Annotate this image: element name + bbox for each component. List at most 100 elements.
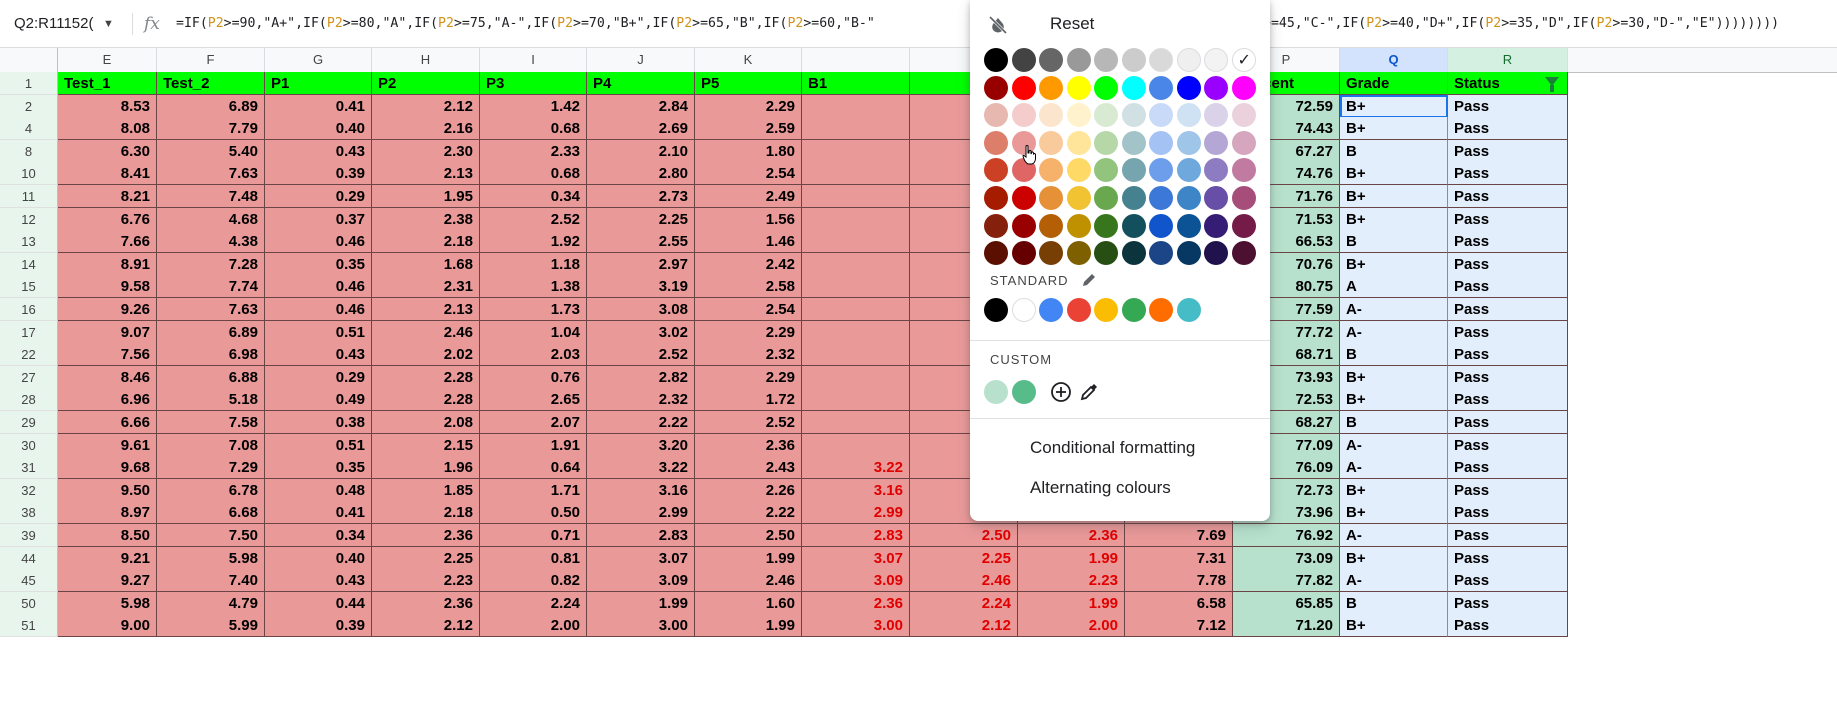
color-swatch[interactable] bbox=[1176, 75, 1201, 100]
table-cell[interactable]: 0.41 bbox=[265, 94, 372, 118]
table-cell[interactable]: 7.29 bbox=[157, 456, 265, 480]
table-cell[interactable] bbox=[802, 320, 910, 344]
table-cell[interactable]: Pass bbox=[1448, 252, 1568, 276]
table-cell[interactable] bbox=[802, 411, 910, 434]
table-cell[interactable] bbox=[802, 139, 910, 163]
table-cell[interactable]: 7.56 bbox=[58, 343, 157, 367]
table-cell[interactable]: 2.28 bbox=[372, 388, 480, 412]
color-swatch[interactable] bbox=[1066, 186, 1091, 210]
header-cell[interactable]: P3 bbox=[480, 72, 587, 95]
table-cell[interactable]: 71.20 bbox=[1233, 614, 1340, 638]
table-cell[interactable]: B+ bbox=[1340, 162, 1448, 186]
table-cell[interactable]: 0.81 bbox=[480, 546, 587, 570]
header-cell[interactable]: P1 bbox=[265, 72, 372, 95]
name-box[interactable]: Q2:R11152( bbox=[14, 15, 94, 32]
color-swatch[interactable] bbox=[1094, 48, 1118, 72]
row-number[interactable]: 1 bbox=[0, 72, 58, 95]
table-cell[interactable]: 2.18 bbox=[372, 501, 480, 525]
color-swatch[interactable] bbox=[1176, 241, 1201, 266]
add-custom-color-icon[interactable] bbox=[1050, 381, 1072, 403]
table-cell[interactable]: 1.60 bbox=[695, 591, 802, 615]
row-number[interactable]: 22 bbox=[0, 343, 58, 367]
table-cell[interactable]: 8.21 bbox=[58, 185, 157, 208]
color-swatch[interactable] bbox=[1204, 158, 1228, 183]
table-cell[interactable]: 0.50 bbox=[480, 501, 587, 525]
table-cell[interactable]: B+ bbox=[1340, 478, 1448, 502]
table-cell[interactable]: 2.46 bbox=[372, 320, 480, 344]
table-cell[interactable]: 9.27 bbox=[58, 569, 157, 593]
table-cell[interactable]: 9.68 bbox=[58, 456, 157, 480]
header-cell[interactable]: Test_2 bbox=[157, 72, 265, 95]
table-cell[interactable]: 0.68 bbox=[480, 162, 587, 186]
table-cell[interactable]: 2.52 bbox=[587, 343, 695, 367]
color-swatch[interactable] bbox=[1121, 75, 1146, 100]
color-swatch[interactable] bbox=[1039, 48, 1063, 72]
row-number[interactable]: 15 bbox=[0, 275, 58, 299]
table-cell[interactable]: 2.46 bbox=[910, 569, 1018, 593]
color-swatch[interactable] bbox=[1204, 213, 1228, 238]
table-cell[interactable] bbox=[802, 388, 910, 412]
table-cell[interactable]: 7.28 bbox=[157, 252, 265, 276]
row-number[interactable]: 11 bbox=[0, 185, 58, 208]
row-number[interactable]: 17 bbox=[0, 320, 58, 344]
color-swatch[interactable] bbox=[984, 103, 1008, 128]
table-cell[interactable]: 0.37 bbox=[265, 207, 372, 231]
table-cell[interactable]: 0.82 bbox=[480, 569, 587, 593]
table-cell[interactable]: 9.26 bbox=[58, 298, 157, 321]
color-swatch[interactable] bbox=[1039, 158, 1063, 183]
table-cell[interactable]: A- bbox=[1340, 298, 1448, 321]
table-cell[interactable]: 2.83 bbox=[802, 524, 910, 547]
table-cell[interactable]: 1.68 bbox=[372, 252, 480, 276]
table-cell[interactable]: A- bbox=[1340, 433, 1448, 457]
table-cell[interactable]: A- bbox=[1340, 320, 1448, 344]
table-cell[interactable]: 2.03 bbox=[480, 343, 587, 367]
table-cell[interactable]: 6.58 bbox=[1125, 591, 1233, 615]
table-cell[interactable]: 1.96 bbox=[372, 456, 480, 480]
row-number[interactable]: 16 bbox=[0, 298, 58, 321]
table-cell[interactable] bbox=[802, 162, 910, 186]
color-swatch[interactable] bbox=[1231, 103, 1256, 128]
color-swatch[interactable] bbox=[984, 213, 1008, 238]
table-cell[interactable]: 0.49 bbox=[265, 388, 372, 412]
table-cell[interactable]: Pass bbox=[1448, 388, 1568, 412]
column-header[interactable]: F bbox=[157, 48, 265, 72]
table-cell[interactable]: 3.22 bbox=[802, 456, 910, 480]
table-cell[interactable]: 1.18 bbox=[480, 252, 587, 276]
standard-color-swatch[interactable] bbox=[984, 298, 1008, 322]
color-swatch[interactable] bbox=[1011, 48, 1036, 72]
table-cell[interactable]: 9.58 bbox=[58, 275, 157, 299]
color-swatch[interactable] bbox=[1176, 213, 1201, 238]
color-swatch[interactable] bbox=[1066, 241, 1091, 266]
row-number[interactable]: 50 bbox=[0, 591, 58, 615]
table-cell[interactable]: 2.13 bbox=[372, 298, 480, 321]
color-swatch[interactable] bbox=[984, 130, 1008, 155]
header-cell[interactable]: Status bbox=[1448, 72, 1568, 95]
table-cell[interactable]: 0.46 bbox=[265, 298, 372, 321]
table-cell[interactable]: 3.16 bbox=[802, 478, 910, 502]
table-cell[interactable]: Pass bbox=[1448, 207, 1568, 231]
color-swatch[interactable] bbox=[1121, 48, 1146, 72]
alternating-colours-item[interactable]: Alternating colours bbox=[1030, 478, 1171, 497]
table-cell[interactable]: B bbox=[1340, 591, 1448, 615]
table-cell[interactable]: 8.08 bbox=[58, 117, 157, 141]
table-cell[interactable] bbox=[802, 275, 910, 299]
color-swatch[interactable] bbox=[1231, 213, 1256, 238]
table-cell[interactable] bbox=[802, 252, 910, 276]
table-cell[interactable]: 1.99 bbox=[1018, 591, 1125, 615]
table-cell[interactable]: 0.40 bbox=[265, 546, 372, 570]
color-swatch[interactable] bbox=[1176, 158, 1201, 183]
color-swatch[interactable] bbox=[1094, 130, 1118, 155]
table-cell[interactable]: 1.99 bbox=[695, 614, 802, 638]
table-cell[interactable]: Pass bbox=[1448, 230, 1568, 254]
table-cell[interactable]: 2.80 bbox=[587, 162, 695, 186]
table-cell[interactable]: 6.68 bbox=[157, 501, 265, 525]
color-swatch[interactable] bbox=[1121, 158, 1146, 183]
table-cell[interactable]: Pass bbox=[1448, 433, 1568, 457]
formula-input-overflow[interactable]: >=45,"C-",IF(P2>=40,"D+",IF(P2>=35,"D",I… bbox=[1263, 12, 1779, 36]
header-cell[interactable]: P2 bbox=[372, 72, 480, 95]
table-cell[interactable]: 3.02 bbox=[587, 320, 695, 344]
table-cell[interactable]: Pass bbox=[1448, 320, 1568, 344]
color-swatch[interactable] bbox=[1231, 186, 1256, 210]
color-swatch[interactable] bbox=[1149, 130, 1173, 155]
table-cell[interactable]: 6.89 bbox=[157, 320, 265, 344]
